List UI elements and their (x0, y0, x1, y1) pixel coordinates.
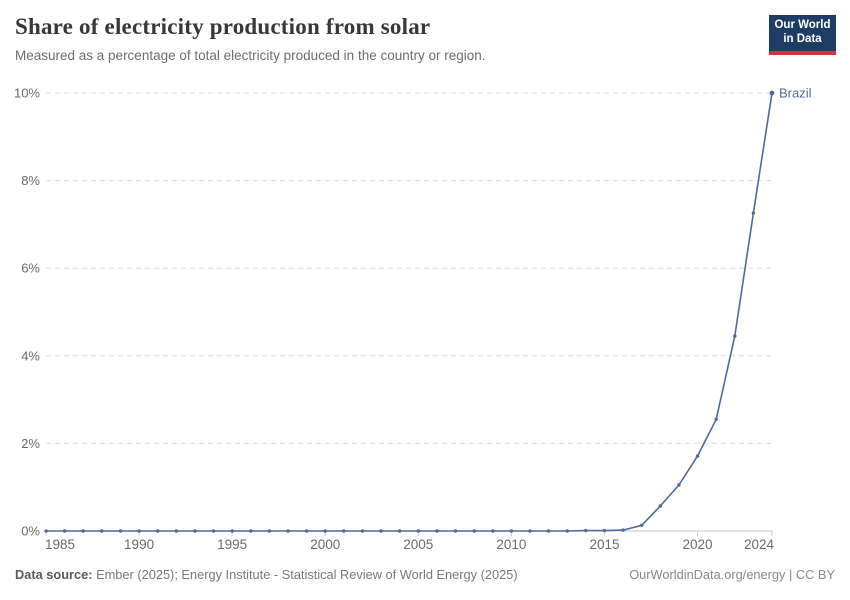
data-point (751, 211, 756, 215)
y-axis-tick-label: 10% (14, 86, 40, 101)
x-axis-tick-label: 2000 (310, 537, 340, 552)
data-point (621, 528, 625, 532)
data-point (156, 529, 160, 533)
data-line-brazil (45, 92, 773, 532)
data-point (714, 417, 718, 421)
x-axis-tick-label: 1995 (217, 537, 247, 552)
data-point (546, 529, 551, 533)
data-point (602, 528, 607, 533)
data-point (584, 528, 588, 533)
data-point (360, 529, 365, 533)
x-axis-tick-label: 2024 (744, 537, 775, 552)
data-point (677, 483, 681, 487)
data-point (230, 529, 234, 533)
x-axis-tick-label: 2010 (496, 537, 526, 552)
credit-link[interactable]: OurWorldinData.org/energy | CC BY (629, 567, 835, 582)
data-point (323, 529, 327, 533)
chart-subtitle: Measured as a percentage of total electr… (15, 48, 486, 63)
data-point (398, 529, 402, 533)
data-point (211, 529, 216, 533)
data-source-label: Data source: (15, 567, 93, 582)
data-point (528, 529, 532, 533)
data-point (379, 529, 383, 533)
entity-label-brazil: Brazil (779, 86, 812, 101)
owid-logo-line2: in Data (783, 33, 822, 45)
data-point (453, 529, 458, 533)
x-axis-tick-label: 2005 (403, 537, 433, 552)
chart-title: Share of electricity production from sol… (15, 14, 431, 39)
data-point (640, 523, 644, 527)
data-point (435, 529, 439, 533)
data-point (416, 529, 420, 533)
data-point (733, 334, 737, 338)
y-axis-tick-label: 0% (21, 524, 40, 539)
data-point (81, 529, 85, 533)
data-point (118, 529, 123, 533)
y-axis-tick-label: 2% (21, 436, 40, 451)
data-point (509, 529, 514, 533)
data-point (249, 529, 253, 533)
y-axis-tick-label: 6% (21, 261, 40, 276)
x-axis-tick-label: 2015 (589, 537, 619, 552)
data-point (472, 529, 476, 533)
data-point (491, 529, 495, 533)
data-point (44, 529, 48, 533)
x-axis-tick-label: 1985 (45, 537, 75, 552)
data-point (658, 504, 662, 508)
y-axis-tick-label: 4% (21, 348, 40, 363)
data-point (137, 529, 141, 533)
owid-logo-line1: Our World (774, 19, 831, 32)
data-point (286, 529, 290, 533)
owid-logo[interactable]: Our World in Data (769, 15, 836, 55)
data-source-text: Ember (2025); Energy Institute - Statist… (92, 567, 518, 582)
data-point (193, 529, 197, 533)
x-axis-tick-label: 1990 (124, 537, 154, 552)
chart-footer: Data source: Ember (2025); Energy Instit… (0, 567, 850, 582)
y-axis-tick-label: 8% (21, 173, 40, 188)
data-point (769, 90, 775, 96)
data-point (267, 529, 272, 533)
data-point (174, 529, 178, 533)
data-point (565, 529, 569, 533)
data-point (100, 529, 104, 533)
x-axis-tick-label: 2020 (683, 537, 713, 552)
data-point (695, 454, 700, 458)
data-point (304, 529, 309, 533)
data-source: Data source: Ember (2025); Energy Instit… (15, 567, 518, 582)
data-point (342, 529, 346, 533)
data-point (62, 529, 67, 533)
